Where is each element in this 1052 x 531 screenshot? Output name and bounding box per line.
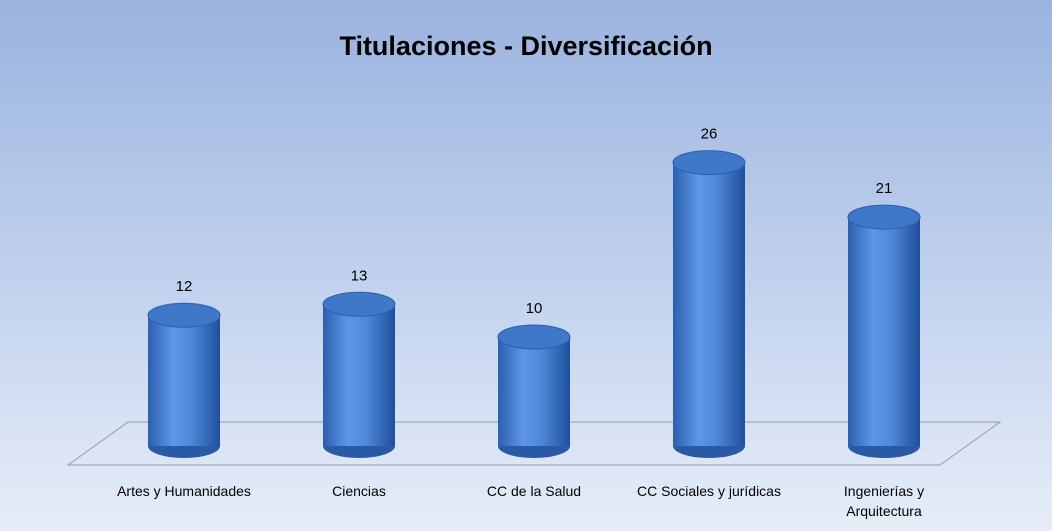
bar-top [672, 150, 746, 176]
data-label: 12 [176, 278, 193, 295]
bar [323, 304, 395, 446]
bar-top [147, 302, 221, 328]
floor [66, 421, 1002, 466]
bar [673, 162, 745, 446]
x-tick-label: CC Sociales y jurídicas [637, 483, 781, 499]
data-label: 13 [351, 267, 368, 284]
bar-top [847, 204, 921, 230]
data-label: 10 [526, 300, 543, 317]
chart-title: Titulaciones - Diversificación [339, 31, 712, 61]
x-tick-label: Artes y Humanidades [117, 483, 251, 499]
x-tick-label: Ingenierías y Arquitectura [843, 483, 925, 519]
bar-top [497, 324, 571, 350]
x-tick-label: CC de la Salud [486, 483, 582, 499]
data-label: 21 [876, 180, 893, 197]
bar-top [322, 291, 396, 317]
data-label: 26 [701, 126, 718, 143]
bar [848, 217, 920, 446]
bar [148, 315, 220, 446]
bar [498, 337, 570, 446]
x-tick-label: Ciencias [332, 483, 386, 499]
